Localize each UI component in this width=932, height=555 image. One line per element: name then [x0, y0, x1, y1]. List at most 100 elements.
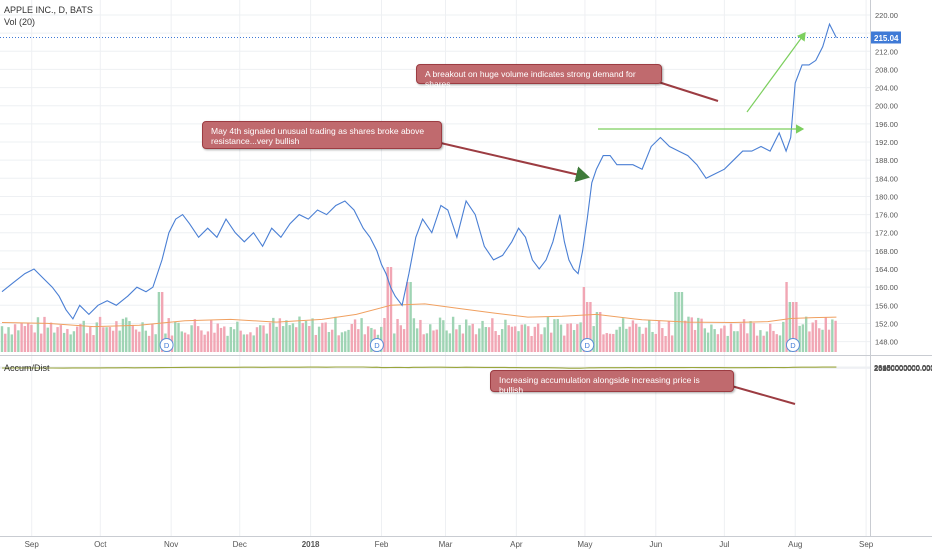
- volume-bar: [245, 334, 249, 352]
- volume-bar: [350, 324, 353, 352]
- volume-bar: [147, 335, 151, 352]
- volume-bar: [131, 324, 134, 352]
- last-price-label: 215.04: [874, 34, 899, 43]
- volume-bar: [419, 319, 422, 352]
- volume-bar: [654, 333, 657, 352]
- volume-bar: [700, 318, 703, 352]
- volume-bar: [134, 329, 138, 352]
- volume-bar: [429, 324, 432, 352]
- ad-tick-label: 26300000000.0000: [874, 363, 932, 372]
- volume-bar: [778, 335, 782, 352]
- volume-bar: [59, 325, 63, 352]
- volume-bar: [308, 325, 311, 352]
- volume-bar: [324, 322, 327, 352]
- volume-bar: [249, 332, 252, 352]
- volume-bar: [507, 325, 510, 352]
- price-tick-label: 188.00: [875, 156, 898, 165]
- volume-bar: [157, 292, 161, 352]
- volume-bar: [160, 292, 164, 352]
- volume-bar: [200, 330, 203, 352]
- volume-bar: [62, 332, 66, 352]
- volume-bar: [334, 316, 337, 352]
- ad-tick-label: 26450000000.0000: [874, 363, 932, 372]
- volume-bar: [811, 322, 814, 352]
- volume-bar: [527, 326, 530, 352]
- volume-bar: [438, 317, 442, 352]
- volume-bar: [494, 331, 497, 352]
- volume-bar: [330, 329, 334, 352]
- accum-dist-title: Accum/Dist: [4, 363, 50, 373]
- volume-bar: [239, 330, 242, 352]
- volume-bar: [357, 329, 360, 352]
- volume-bar: [484, 327, 488, 352]
- volume-bar: [657, 320, 661, 352]
- volume-bar: [576, 324, 579, 352]
- volume-bar: [82, 320, 85, 352]
- dividend-marker-label: D: [585, 341, 591, 350]
- volume-bar: [288, 325, 291, 352]
- volume-bar: [634, 323, 638, 352]
- volume-bar: [174, 321, 177, 352]
- volume-bar: [697, 317, 700, 352]
- volume-bar: [415, 328, 419, 352]
- volume-bar: [406, 282, 409, 352]
- volume-bar: [752, 322, 756, 352]
- volume-bar: [523, 324, 527, 352]
- volume-bar: [455, 329, 458, 352]
- volume-bar: [563, 335, 566, 352]
- volume-bar: [363, 334, 367, 352]
- volume-bar: [726, 335, 729, 352]
- ad-tick-label: 26150000000.0000: [874, 364, 932, 373]
- time-tick-label: May: [577, 540, 592, 549]
- price-tick-label: 152.00: [875, 319, 898, 328]
- callout-may-4th-pointer: [431, 140, 590, 183]
- volume-bar: [468, 325, 471, 352]
- volume-bar: [105, 327, 108, 352]
- volume-bar: [102, 327, 105, 352]
- price-tick-label: 172.00: [875, 229, 898, 238]
- dividend-marker-label: D: [374, 341, 380, 350]
- volume-bar: [291, 323, 295, 352]
- volume-bar: [487, 327, 491, 352]
- volume-bar: [589, 302, 592, 352]
- volume-bar: [118, 330, 121, 352]
- time-tick-label: Jul: [719, 540, 729, 549]
- volume-bar: [791, 302, 795, 352]
- volume-bar: [556, 319, 559, 352]
- volume-bar: [317, 326, 321, 352]
- volume-bar: [242, 334, 246, 352]
- volume-bar: [710, 324, 713, 352]
- volume-bar: [579, 322, 582, 352]
- volume-bar: [690, 317, 693, 352]
- volume-bar: [386, 267, 389, 352]
- last-price-badge: [871, 31, 901, 44]
- volume-bar: [4, 333, 7, 352]
- volume-bar: [670, 335, 674, 352]
- volume-bar: [684, 320, 687, 352]
- volume-bar: [298, 316, 301, 352]
- volume-bar: [742, 319, 746, 352]
- volume-bar: [17, 330, 20, 352]
- volume-bar: [736, 331, 739, 352]
- volume-bar: [831, 319, 834, 352]
- time-tick-label: Feb: [375, 540, 389, 549]
- volume-bar: [190, 325, 193, 352]
- volume-bar: [458, 324, 461, 352]
- volume-bar: [540, 334, 543, 352]
- volume-bar: [265, 333, 268, 352]
- volume-bar: [255, 327, 259, 352]
- volume-bar: [33, 332, 36, 352]
- volume-bar: [144, 330, 148, 352]
- price-tick-label: 208.00: [875, 65, 898, 74]
- volume-bar: [40, 333, 43, 352]
- volume-bar: [360, 318, 363, 352]
- time-tick-label: Jun: [649, 540, 662, 549]
- volume-bar: [285, 320, 288, 352]
- dividend-marker: [785, 338, 800, 352]
- volume-bar: [605, 333, 608, 352]
- callout-accumulation-pointer: [727, 384, 796, 405]
- volume-bar: [275, 326, 278, 352]
- volume-bar: [210, 320, 213, 352]
- dividend-marker: [369, 338, 384, 352]
- volume-bar: [412, 318, 416, 352]
